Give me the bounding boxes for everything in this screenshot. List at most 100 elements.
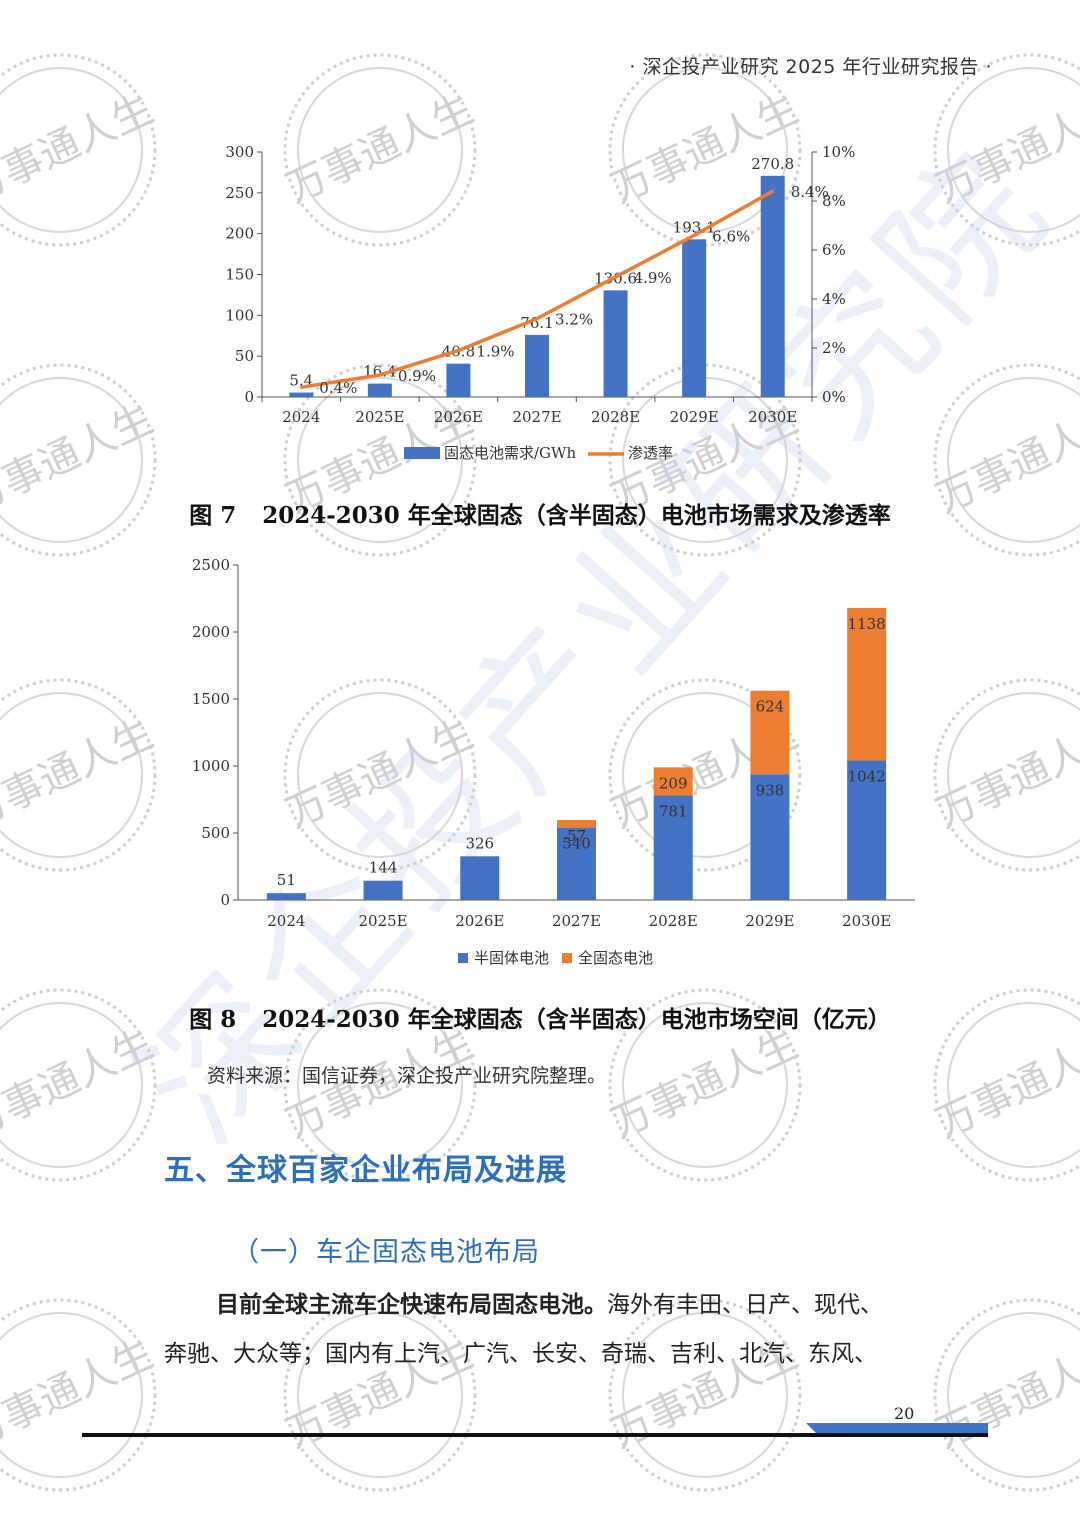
y-tick-label: 500 [201,824,230,842]
y-tick-label-left: 0 [244,388,254,406]
y-tick-label-right: 8% [822,192,846,210]
watermark-ring-inner [947,67,1080,233]
watermark-stamp-text: 万事通人生 [929,86,1080,212]
paragraph-bold-lead: 目前全球主流车企快速布局固态电池。 [216,1291,607,1318]
bar [603,290,628,397]
figure7-caption: 图 7 2024-2030 年全球固态（含半固态）电池市场需求及渗透率 [0,496,1080,530]
bar-data-label: 1138 [848,615,886,633]
bar-data-label: 270.8 [751,155,794,173]
y-tick-label: 2000 [192,623,230,641]
y-tick-label-right: 10% [822,143,855,161]
line-data-label: 0.4% [319,379,357,397]
bar-all-solid [750,690,790,775]
line-data-label: 6.6% [712,227,750,245]
bar [367,383,392,397]
x-tick-label: 2030E [748,408,797,426]
watermark-ring-outer [933,1298,1080,1492]
bar-data-label: 781 [659,802,688,820]
watermark-stamp-text: 万事通人生 [929,711,1080,837]
watermark-stamp-text: 万事通人生 [0,1331,160,1457]
bar-all-solid [557,820,596,828]
watermark-stamp-text: 万事通人生 [929,1331,1080,1457]
y-tick-label-left: 150 [225,266,254,284]
y-tick-label: 0 [220,891,230,909]
y-tick-label-left: 200 [225,225,254,243]
bar-data-label: 51 [277,871,296,889]
figure8-title: 2024-2030 年全球固态（含半固态）电池市场空间（亿元） [262,1006,891,1033]
watermark-stamp-text: 万事通人生 [0,86,160,212]
watermark-ring-inner [0,692,143,858]
y-tick-label-left: 250 [225,184,254,202]
legend-label-all-solid: 全固态电池 [578,949,653,967]
line-data-label: 4.9% [634,269,672,287]
x-tick-label: 2029E [670,408,719,426]
legend-swatch-bar [404,447,440,459]
figure7-chart: 0 50 100 150 200 250 300 0% 2% 4% 6% 8% 10% 2024 2025E… [225,143,855,462]
bar [760,175,785,397]
y-tick-label-left: 300 [225,143,254,161]
figure8-chart: 0 500 1000 1500 2000 2500 2024 2025E 2026E 2027E 2… [192,556,915,967]
line-data-label: 0.9% [398,367,436,385]
line-data-label: 1.9% [476,342,514,360]
line-point [456,348,460,352]
watermark-stamp: 万事通人生 [0,678,160,872]
line-point [692,233,696,237]
source-note: 资料来源：国信证券，深企投产业研究院整理。 [207,1065,607,1087]
bar-data-label: 540 [562,835,591,853]
bar-data-label: 1042 [848,767,886,785]
bar-data-label: 326 [465,834,494,852]
bar-semi-solid [363,880,403,900]
watermark-stamp-text: 万事通人生 [604,1021,805,1147]
y-tick-label: 2500 [192,556,230,574]
bar [525,334,549,397]
y-tick-label-left: 100 [225,306,254,324]
bar-semi-solid [653,795,693,900]
y-tick-label: 1000 [192,757,230,775]
x-tick-label: 2024 [282,408,320,426]
figure7-number: 图 7 [189,502,237,529]
x-tick-label: 2026E [434,408,483,426]
watermark-ring-inner [947,1312,1080,1478]
line-point [614,275,618,279]
x-tick-label: 2028E [591,408,640,426]
watermark-ring-outer [0,1298,157,1492]
line-point [378,373,382,377]
paragraph-line-1: 目前全球主流车企快速布局固态电池。海外有丰田、日产、现代、 [164,1280,934,1330]
footer-rule [82,1433,988,1437]
watermark-ring-outer [933,53,1080,247]
footer-accent-tab [806,1423,988,1433]
x-tick-label: 2025E [359,912,408,930]
legend-label-bar: 固态电池需求/GWh [444,444,576,462]
line-data-label: 8.4% [791,183,829,201]
watermark-stamp: 万事通人生 [929,1298,1080,1492]
bar [446,363,471,397]
x-tick-label: 2027E [512,408,561,426]
watermark-stamp: 万事通人生 [0,53,160,247]
y-tick-label-right: 0% [822,388,846,406]
page-header: · 深企投产业研究 2025 年行业研究报告 · [629,56,992,78]
legend-swatch-semi-solid [458,953,468,963]
bar-semi-solid [750,774,790,900]
paragraph-line-2: 奔驰、大众等；国内有上汽、广汽、长安、奇瑞、吉利、北汽、东风、 [164,1341,877,1367]
bar-data-label: 76.1 [520,314,553,332]
line-data-label: 3.2% [555,311,593,329]
watermark-stamp: 万事通人生 [929,53,1080,247]
x-tick-label: 2029E [745,912,794,930]
y-tick-label-right: 2% [822,339,846,357]
bar-data-label: 57 [567,827,586,845]
watermark-ring-inner [0,1312,143,1478]
y-tick-label-right: 4% [822,290,846,308]
bar-data-label: 624 [756,698,785,716]
watermark-ring-outer [933,678,1080,872]
bar [289,392,314,397]
x-tick-label: 2027E [552,912,601,930]
paragraph-text-1: 海外有丰田、日产、现代、 [607,1292,883,1318]
x-tick-label: 2024 [267,912,305,930]
watermark-stamp: 万事通人生 [929,678,1080,872]
watermark-stamp-text: 万事通人生 [0,1021,160,1147]
y-tick-label: 1500 [192,690,230,708]
bar-all-solid [653,767,693,796]
line-point [771,189,775,193]
bar-semi-solid [266,893,306,900]
figure8-caption: 图 8 2024-2030 年全球固态（含半固态）电池市场空间（亿元） [0,1000,1080,1034]
